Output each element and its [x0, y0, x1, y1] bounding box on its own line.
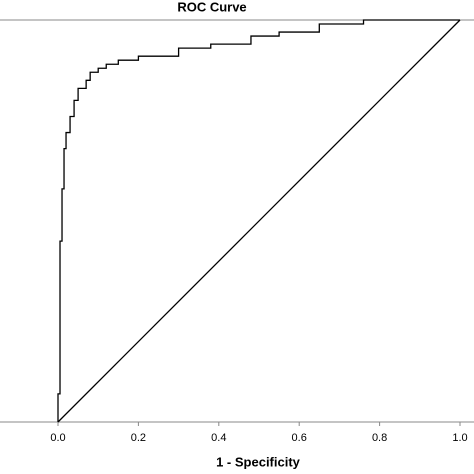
x-tick-label: 0.4 [211, 432, 226, 444]
reference-line [57, 19, 461, 423]
x-tick-label: 0.0 [50, 432, 65, 444]
roc-curve [57, 19, 460, 422]
chart-title: ROC Curve [177, 0, 246, 14]
x-tick-label: 0.6 [292, 432, 307, 444]
x-tick-label: 0.2 [131, 432, 146, 444]
x-tick-label: 0.8 [372, 432, 387, 444]
x-tick-label: 1.0 [452, 432, 467, 444]
x-axis-label: 1 - Specificity [216, 454, 301, 469]
